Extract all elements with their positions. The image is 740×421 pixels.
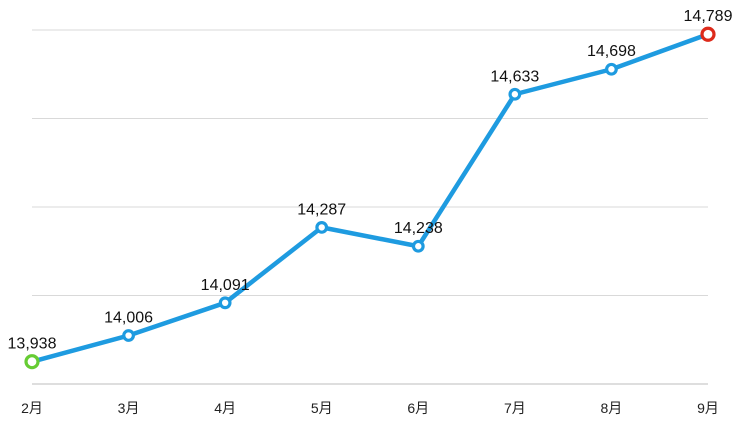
data-point <box>411 239 425 253</box>
data-point <box>508 87 522 101</box>
data-label: 14,789 <box>684 8 733 25</box>
x-tick-label: 5月 <box>311 400 333 416</box>
gridlines <box>32 29 708 385</box>
data-label: 14,633 <box>490 68 539 85</box>
data-label: 14,006 <box>104 310 153 327</box>
x-tick-label: 8月 <box>601 400 623 416</box>
x-tick-label: 7月 <box>504 400 526 416</box>
data-point <box>122 329 135 342</box>
x-tick-label: 4月 <box>214 400 236 416</box>
x-tick-label: 3月 <box>118 400 140 416</box>
series-line-layer <box>29 31 711 364</box>
data-point-first <box>24 354 40 370</box>
data-point <box>315 220 329 234</box>
data-label: 14,238 <box>394 220 443 237</box>
x-tick-label: 9月 <box>697 400 719 416</box>
data-label: 14,698 <box>587 43 636 60</box>
data-label: 13,938 <box>8 336 57 353</box>
data-label: 14,091 <box>201 277 250 294</box>
x-tick-label: 6月 <box>407 400 429 416</box>
data-label: 14,287 <box>297 201 346 218</box>
data-labels: 13,938 14,006 14,091 14,287 14,238 14,633 14,6… <box>8 8 733 352</box>
series-line <box>29 31 711 364</box>
data-points <box>24 26 716 370</box>
data-point-last <box>700 26 716 42</box>
x-tick-label: 2月 <box>21 400 43 416</box>
data-point <box>218 296 232 310</box>
data-point <box>605 62 618 76</box>
x-axis-tick-labels: 2月 3月 4月 5月 6月 7月 8月 9月 <box>21 400 719 416</box>
